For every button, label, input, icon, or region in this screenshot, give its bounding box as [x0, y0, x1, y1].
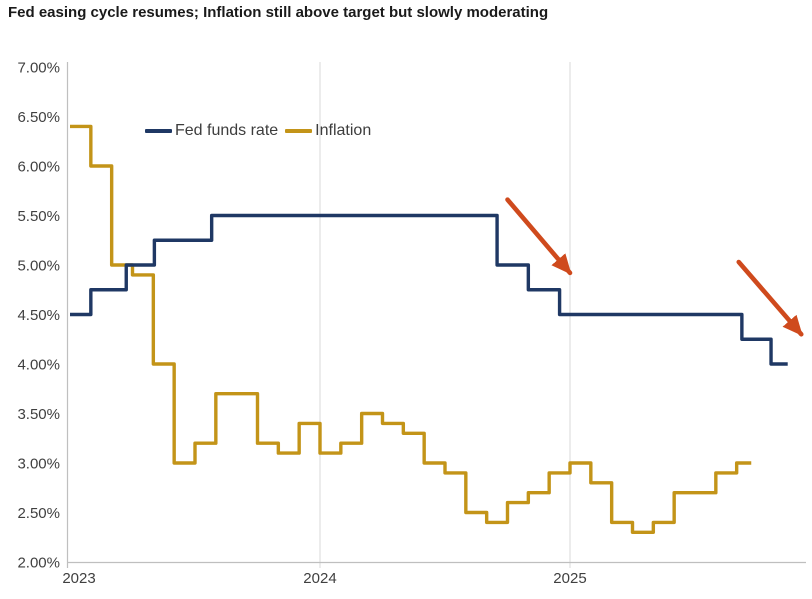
inflation-line-swatch — [285, 129, 313, 133]
trend-arrow-2 — [736, 259, 804, 337]
x-axis-label: 2024 — [303, 570, 336, 587]
inflation-line — [70, 124, 752, 534]
y-axis-label: 6.00% — [17, 159, 60, 176]
x-axis-label: 2025 — [553, 570, 586, 587]
y-axis-label: 7.00% — [17, 60, 60, 77]
x-axis-label: 2023 — [62, 570, 95, 587]
chart-legend: Fed funds rate Inflation — [145, 122, 371, 140]
y-axis-label: 4.00% — [17, 357, 60, 374]
y-axis-label: 3.00% — [17, 456, 60, 473]
chart-title: Fed easing cycle resumes; Inflation stil… — [8, 4, 549, 21]
legend-item-fed-funds-rate: Fed funds rate — [145, 122, 278, 140]
y-axis-label: 6.50% — [17, 109, 60, 126]
fed-funds-rate-line-swatch — [145, 129, 172, 133]
legend-label-inflation: Inflation — [315, 122, 372, 139]
y-axis-label: 2.50% — [17, 505, 60, 522]
y-axis-label: 4.50% — [17, 307, 60, 324]
y-axis-label: 2.00% — [17, 555, 60, 572]
y-axis-label: 5.50% — [17, 208, 60, 225]
y-axis-label: 3.50% — [17, 406, 60, 423]
legend-item-inflation: Inflation — [285, 122, 371, 140]
y-axis-label: 5.00% — [17, 258, 60, 275]
fed-funds-rate-line — [70, 213, 788, 366]
legend-label-fed-funds-rate: Fed funds rate — [175, 122, 279, 139]
trend-arrow-1 — [505, 197, 573, 276]
